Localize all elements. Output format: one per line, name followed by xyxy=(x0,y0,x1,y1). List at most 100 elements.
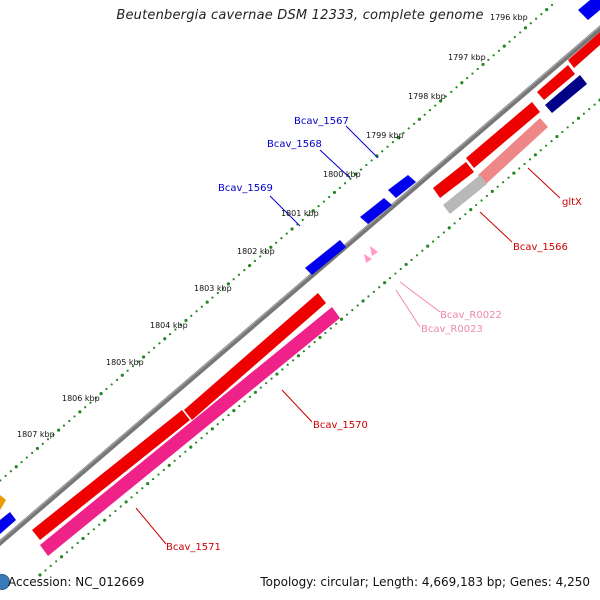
tick-dot-inner xyxy=(496,185,499,188)
kbp-label: 1796 kbp xyxy=(490,13,528,22)
tick-dot-inner xyxy=(253,390,257,394)
leader-bcav-1569 xyxy=(269,195,301,227)
tick-dot-inner xyxy=(437,235,440,239)
tick-dot-outer xyxy=(226,282,231,286)
tick-dot-outer xyxy=(455,86,458,89)
tick-dot-inner xyxy=(151,477,155,481)
tick-dot-inner xyxy=(308,345,311,348)
tick-dot-outer xyxy=(147,351,150,354)
tick-dot-inner xyxy=(356,304,359,307)
tick-dot-outer xyxy=(25,456,28,459)
tick-dot-outer xyxy=(497,49,501,52)
tick-dot-inner xyxy=(114,509,117,513)
tick-dot-outer xyxy=(508,40,511,43)
tick-dot-outer xyxy=(264,250,267,253)
gene-gltX-light[interactable] xyxy=(478,118,548,184)
tick-dot-inner xyxy=(178,455,182,458)
tick-dot-outer xyxy=(190,314,193,317)
gene-left-edge-orange[interactable] xyxy=(0,495,6,510)
tick-dot-outer xyxy=(391,141,394,144)
kbp-label: 1797 kbp xyxy=(448,53,486,62)
tick-dot-outer xyxy=(407,127,410,130)
tick-dot-inner xyxy=(490,189,494,193)
tick-dot-inner xyxy=(205,432,209,435)
tick-dot-outer xyxy=(232,278,235,281)
tick-dot-inner xyxy=(518,167,521,170)
tick-dot-outer xyxy=(269,245,273,249)
tick-dot-outer xyxy=(402,131,405,135)
gene-top-right[interactable] xyxy=(578,0,600,20)
tick-dot-inner xyxy=(512,171,516,175)
gene-bcav-1570b[interactable] xyxy=(184,293,326,420)
tick-dot-inner xyxy=(119,505,122,508)
tick-dot-outer xyxy=(248,263,252,268)
tick-dot-outer xyxy=(237,273,241,276)
tick-dot-inner xyxy=(167,463,171,467)
rna-bcav-r0023[interactable] xyxy=(364,254,372,263)
tick-dot-outer xyxy=(545,7,549,12)
tick-dot-outer xyxy=(78,410,82,414)
gene-label: Bcav_1567 xyxy=(294,116,349,127)
gene-left-edge-blue[interactable] xyxy=(0,512,16,534)
tick-dot-inner xyxy=(378,286,381,289)
tick-dot-outer xyxy=(253,259,257,263)
gene-dark-1[interactable] xyxy=(545,75,587,113)
tick-dot-inner xyxy=(367,295,370,298)
tick-dot-outer xyxy=(460,81,464,85)
gene-red-1[interactable] xyxy=(568,32,600,68)
tick-dot-inner xyxy=(49,564,52,567)
gene-gltX[interactable] xyxy=(466,102,540,168)
gene-red-2[interactable] xyxy=(537,65,575,100)
gene-bcav-1569[interactable] xyxy=(305,240,346,275)
gene-label: gltX xyxy=(562,197,582,208)
tick-dot-inner xyxy=(232,408,236,413)
tick-dot-inner xyxy=(98,523,101,526)
tick-dot-inner xyxy=(566,126,569,129)
tick-dot-outer xyxy=(46,438,50,441)
tick-dot-inner xyxy=(108,514,112,517)
page-title: Beutenbergia cavernae DSM 12333, complet… xyxy=(116,8,484,23)
tick-dot-outer xyxy=(344,182,347,185)
gene-bcav-1567[interactable] xyxy=(388,175,416,198)
tick-dot-outer xyxy=(306,214,310,217)
kbp-label: 1804 kbp xyxy=(150,321,188,330)
tick-dot-outer xyxy=(243,269,246,272)
tick-dot-inner xyxy=(442,231,445,234)
tick-dot-inner xyxy=(162,468,165,472)
gene-bcav-1566[interactable] xyxy=(433,162,474,198)
tick-dot-outer xyxy=(301,218,304,221)
leader-bcav-r0023 xyxy=(395,289,421,328)
gene-bcav-1568[interactable] xyxy=(360,198,392,224)
tick-dot-outer xyxy=(481,62,485,67)
tick-dot-inner xyxy=(561,130,564,134)
tick-dot-outer xyxy=(120,373,124,377)
gene-bcav-1566-grey[interactable] xyxy=(443,175,487,214)
tick-dot-outer xyxy=(200,305,203,308)
gene-bcav-1571[interactable] xyxy=(40,307,340,556)
tick-dot-inner xyxy=(265,382,268,385)
rna-bcav-r0022[interactable] xyxy=(370,246,378,256)
tick-dot-inner xyxy=(189,445,193,449)
tick-dot-inner xyxy=(157,473,160,476)
leader-bcav-1570 xyxy=(281,389,313,423)
tick-dot-outer xyxy=(168,333,172,336)
tick-dot-inner xyxy=(523,162,526,166)
gene-bcav-1570[interactable] xyxy=(32,410,190,540)
tick-dot-outer xyxy=(137,360,140,363)
tick-dot-inner xyxy=(243,400,246,403)
tick-dot-outer xyxy=(328,195,331,199)
tick-dot-outer xyxy=(359,168,363,171)
tick-dot-inner xyxy=(210,427,214,431)
tick-dot-inner xyxy=(528,158,532,161)
tick-dot-outer xyxy=(105,387,108,391)
tick-dot-inner xyxy=(507,176,510,179)
kbp-label: 1801 kbp xyxy=(281,209,319,218)
tick-dot-outer xyxy=(338,186,341,189)
tick-dot-inner xyxy=(259,386,262,389)
tick-dot-inner xyxy=(65,551,69,554)
tick-dot-outer xyxy=(322,200,325,203)
tick-dot-inner xyxy=(469,208,473,212)
tick-dot-inner xyxy=(44,569,47,572)
tick-dot-outer xyxy=(158,342,161,345)
tick-dot-outer xyxy=(216,291,219,295)
